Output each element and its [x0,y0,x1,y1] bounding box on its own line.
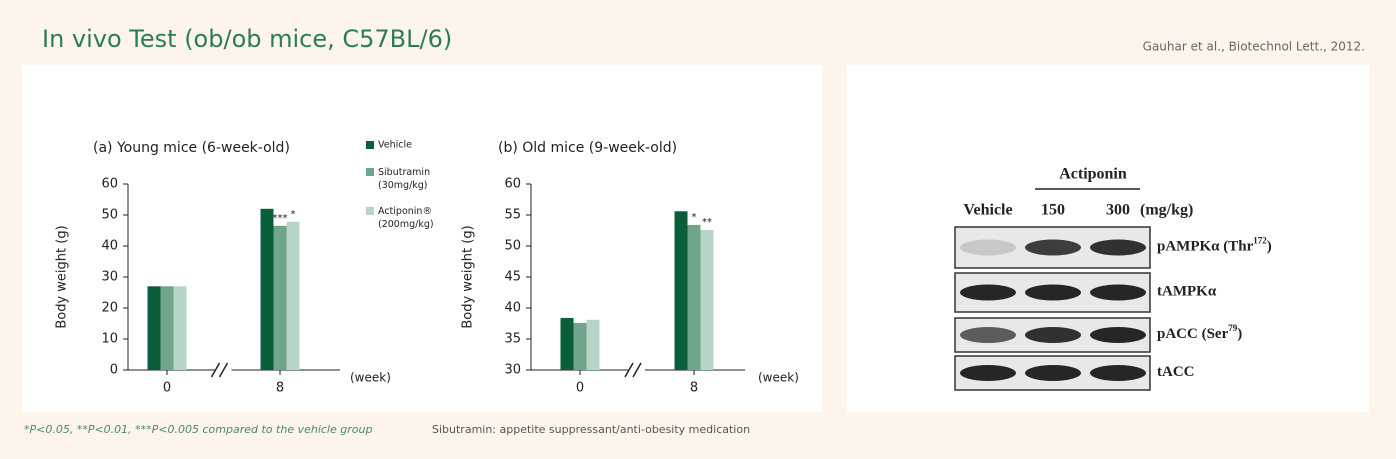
y-tick-label: 45 [504,270,521,285]
bar [674,211,688,370]
bar [700,229,714,370]
significance: * [692,212,697,223]
footnote: *P<0.05, **P<0.01, ***P<0.005 compared t… [24,423,372,436]
legend-swatch [366,168,374,176]
significance: * [291,209,296,220]
y-tick-label: 30 [504,363,521,378]
blot-band [1025,239,1081,256]
bar [560,317,574,370]
blot-band [1090,365,1146,381]
row-label-base: tACC [1157,364,1195,380]
footnote: Sibutramin: appetite suppressant/anti-ob… [432,423,750,436]
axis-break [624,362,634,378]
y-tick-label: 0 [110,363,118,378]
y-axis-label: Body weight (g) [461,225,476,328]
legend-swatch [366,207,374,215]
legend-line: Sibutramin [378,167,430,178]
legend-swatch [366,141,374,149]
legend-line: (30mg/kg) [378,180,428,191]
row-label: pACC (Ser79) [1157,323,1242,342]
row-label-sup: 79 [1228,323,1238,333]
y-tick-label: 60 [504,177,521,192]
citation: Gauhar et al., Biotechnol Lett., 2012. [1143,40,1365,54]
slide-title: In vivo Test (ob/ob mice, C57BL/6) [42,25,452,53]
y-tick-label: 40 [101,239,118,254]
axis-break [218,362,229,378]
blot-band [960,327,1016,343]
row-label: tAMPKα [1157,284,1217,300]
legend-line: Actiponin® [378,206,432,217]
legend-line: (200mg/kg) [378,219,434,230]
chart-title: (a) Young mice (6-week-old) [93,140,290,156]
row-label: tACC [1157,364,1195,380]
y-tick-label: 40 [504,301,521,316]
legend-label: Vehicle [378,140,412,151]
x-unit: (week) [758,371,799,385]
row-label: pAMPKα (Thr172) [1157,236,1272,255]
y-tick-label: 35 [504,332,521,347]
bar [286,221,300,370]
bar [160,286,174,370]
bar [260,208,274,370]
row-label-sup: 172 [1253,236,1267,246]
row-label-base: tAMPKα [1157,284,1217,300]
significance: ** [702,217,712,228]
bar [573,322,587,370]
x-tick-label: 0 [576,381,584,396]
lane-label: 300 [1106,202,1130,219]
lane-label: Vehicle [963,202,1012,219]
unit-label: (mg/kg) [1140,202,1193,219]
bar [273,225,287,370]
row-label-tail: ) [1267,239,1272,255]
blot-band [960,365,1016,381]
y-tick-label: 50 [504,239,521,254]
x-unit: (week) [350,371,391,385]
legend-label: Sibutramin (30mg/kg) [378,167,430,191]
row-label-tail: ) [1237,326,1242,342]
x-tick-label: 8 [276,381,284,396]
bar [586,319,600,370]
y-axis-label: Body weight (g) [55,225,70,328]
blot-group: Actiponin [1059,166,1127,183]
axis-break [210,362,221,378]
bar [687,224,701,370]
row-label-base: pAMPKα (Thr [1157,239,1254,255]
y-tick-label: 30 [101,270,118,285]
blot-band [1025,365,1081,381]
blot-band [1025,327,1081,343]
x-tick-label: 8 [690,381,698,396]
y-tick-label: 20 [101,301,118,316]
axis-break [632,362,642,378]
bar [147,286,161,370]
blot-band [960,284,1016,301]
lane-label: 150 [1041,202,1065,219]
blot-band [1090,327,1146,343]
blot-band [960,239,1016,256]
y-tick-label: 10 [101,332,118,347]
row-label-base: pACC (Ser [1157,326,1229,342]
y-tick-label: 50 [101,208,118,223]
blot-band [1090,284,1146,301]
legend-label: Actiponin® (200mg/kg) [378,206,434,230]
significance: *** [273,213,288,224]
bar [173,286,187,370]
y-tick-label: 60 [101,177,118,192]
x-tick-label: 0 [163,381,171,396]
y-tick-label: 55 [504,208,521,223]
chart-title: (b) Old mice (9-week-old) [498,140,677,156]
blot-band [1090,239,1146,256]
blot-band [1025,284,1081,301]
